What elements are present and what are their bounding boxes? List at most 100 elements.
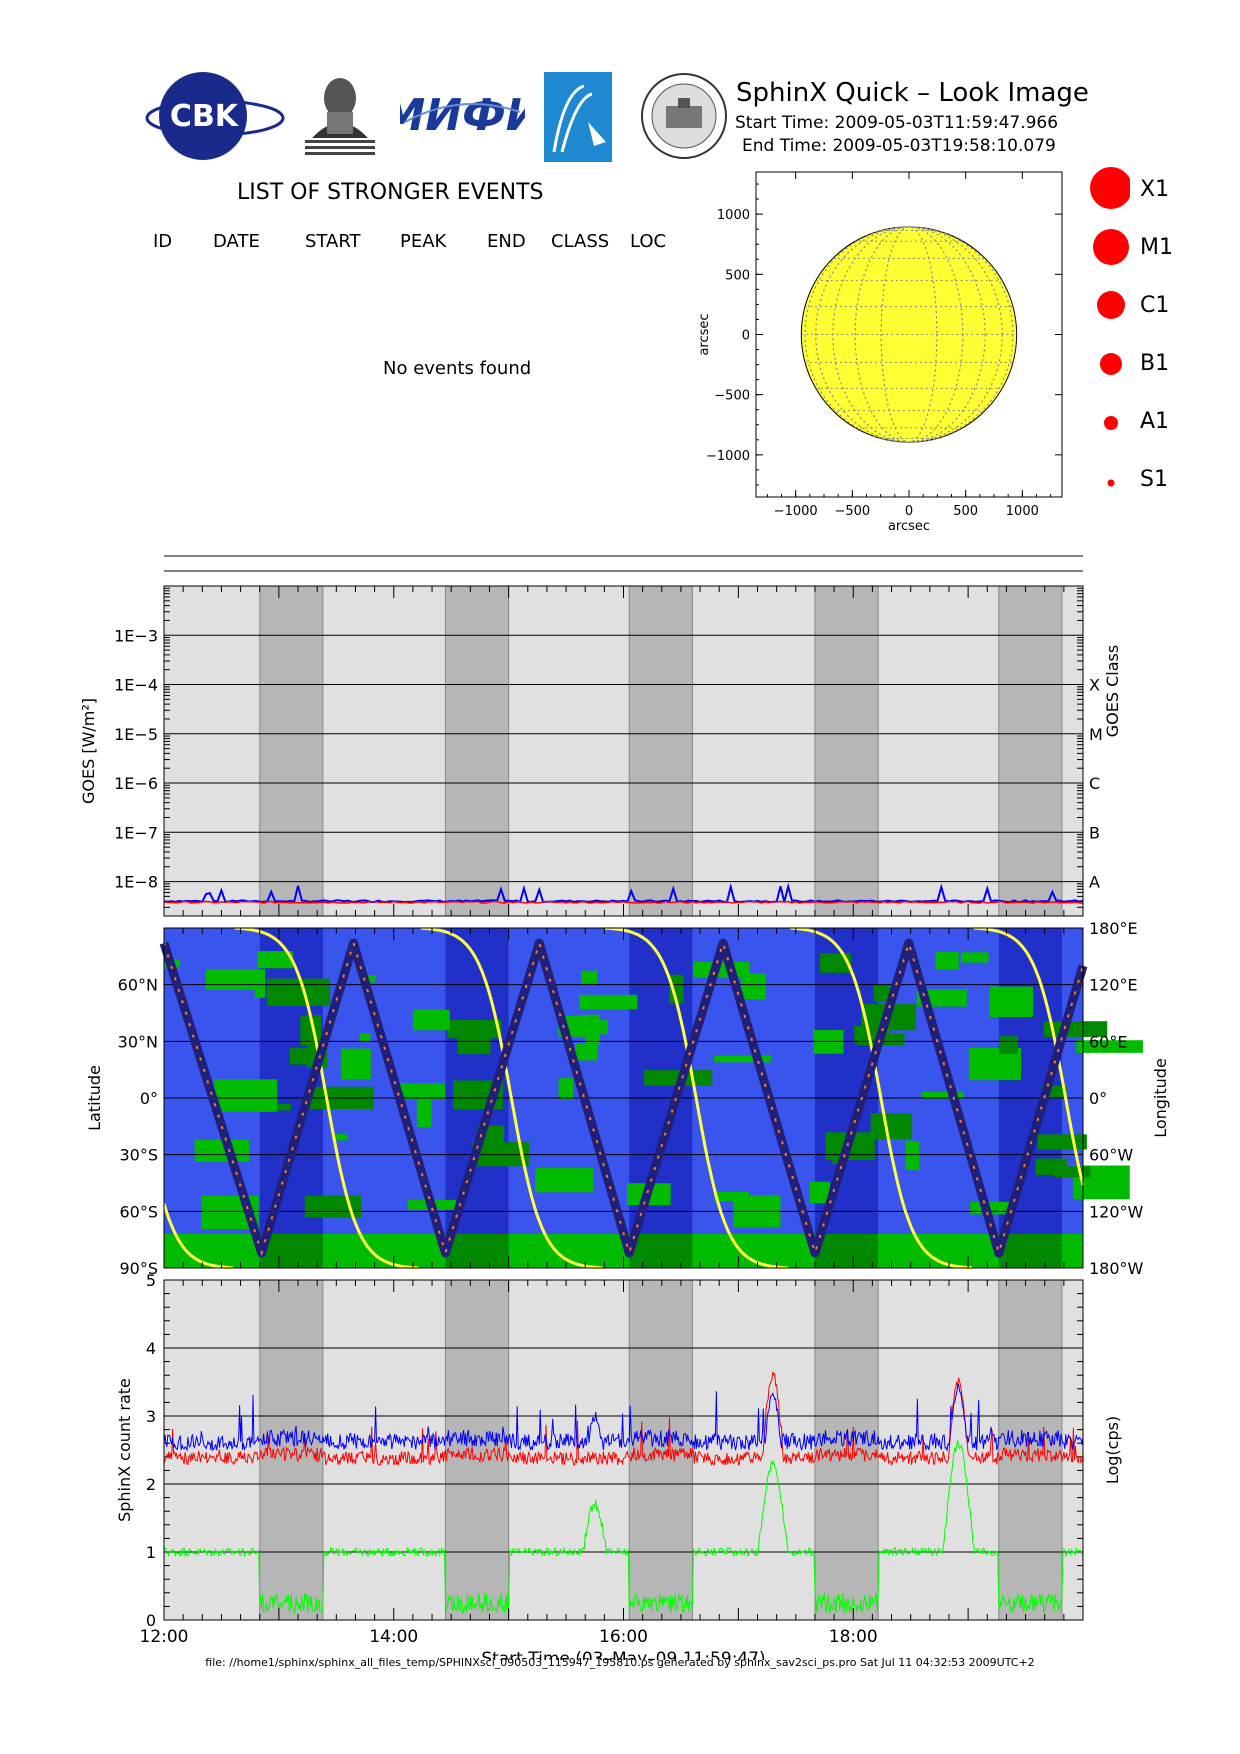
- latitude-axis-label: Latitude: [85, 1065, 104, 1131]
- latitude-tick-label: 0°: [140, 1089, 158, 1108]
- track-antarctica-night: [998, 1234, 1062, 1268]
- cbk-logo-text: CBK: [170, 99, 240, 134]
- sphinx-y-axis-label: SphinX count rate: [115, 1378, 134, 1522]
- track-land-patch: [873, 984, 890, 1002]
- track-land-patch: [693, 961, 750, 978]
- solar-y-tick-label: 500: [725, 268, 750, 283]
- track-land-patch: [583, 1020, 608, 1035]
- solar-disk-chart: −1000 −500 0 500 1000 −1000 −500 0 500 1000 arcse…: [697, 171, 1063, 534]
- solar-x-tick-label: −1000: [774, 504, 818, 519]
- no-events-message: No events found: [383, 358, 532, 379]
- track-land-patch: [254, 979, 266, 998]
- track-land-patch: [905, 1140, 920, 1171]
- mifi-logo: МИФИ: [400, 90, 525, 141]
- longitude-tick-label: 60°W: [1089, 1146, 1133, 1165]
- goes-y-tick-label: 1E−6: [114, 774, 158, 793]
- track-land-patch: [194, 1139, 250, 1162]
- solar-longitude-line: [804, 226, 1014, 443]
- longitude-tick-label: 60°E: [1089, 1032, 1127, 1051]
- track-land-patch: [989, 986, 1033, 1018]
- cbk-pan-logo: CBK: [145, 72, 285, 160]
- goes-y-tick-label: 1E−5: [114, 725, 158, 744]
- solar-ticks: −1000 −500 0 500 1000 −1000 −500 0 500 1000: [706, 172, 1062, 519]
- solar-y-tick-label: −500: [714, 389, 750, 404]
- sphinx-night-band: [998, 1279, 1063, 1621]
- track-land-patch: [332, 1134, 348, 1141]
- goes-class-axis-label: GOES Class: [1103, 645, 1122, 737]
- time-tick-label: 16:00: [599, 1627, 648, 1647]
- track-land-patch: [412, 1009, 450, 1031]
- track-land-patch: [359, 1033, 371, 1042]
- column-header-peak: PEAK: [400, 231, 447, 252]
- track-land-patch: [1037, 1134, 1087, 1150]
- longitude-tick-label: 120°E: [1089, 976, 1138, 995]
- track-land-patch: [1053, 1166, 1091, 1178]
- solar-x-tick-label: −500: [834, 504, 870, 519]
- latitude-tick-label: 90°S: [119, 1259, 158, 1278]
- goes-y-tick-label: 1E−4: [114, 676, 158, 695]
- longitude-track-line: [162, 926, 1085, 1270]
- goes-y-tick-label: 1E−7: [114, 823, 158, 842]
- goes-series-line: [163, 882, 1084, 904]
- legend-label-x1: X1: [1140, 177, 1170, 202]
- track-land-patch: [813, 1030, 844, 1054]
- track-antarctica-night: [814, 1234, 879, 1268]
- track-land-patch: [999, 1036, 1018, 1054]
- roscosmos-logo: [544, 72, 612, 162]
- track-antarctica-night: [445, 1234, 509, 1268]
- legend-label-a1: A1: [1140, 409, 1170, 434]
- goes-series-line: [163, 900, 1084, 904]
- track-land-patch: [270, 1103, 292, 1111]
- sphinx-y-tick-label: 0: [146, 1611, 156, 1630]
- column-header-class: CLASS: [551, 231, 610, 252]
- latitude-tick-label: 30°S: [119, 1146, 158, 1165]
- track-land-patch: [809, 1181, 831, 1204]
- legend-label-c1: C1: [1140, 293, 1170, 318]
- longitude-tick-label: 120°W: [1089, 1202, 1144, 1221]
- solar-x-axis-label: arcsec: [888, 519, 930, 534]
- legend-marker-a1: [1104, 416, 1118, 430]
- latitude-tick-label: 60°S: [119, 1202, 158, 1221]
- start-time-label: Start Time: 2009-05-03T11:59:47.966: [735, 113, 1059, 133]
- time-series-charts: 1E−8 1E−7 1E−6 1E−5 1E−4 1E−3 A B C M X GOES [W/m²…: [79, 585, 1170, 1660]
- track-land-patch: [214, 1079, 278, 1112]
- track-land-patch: [714, 1055, 772, 1063]
- footer-file-info: file: //home1/sphinx/sphinx_all_files_te…: [205, 1656, 1035, 1669]
- solar-y-tick-label: 1000: [717, 208, 750, 223]
- track-land-patch: [394, 1083, 446, 1100]
- lebedev-institute-logo: [305, 78, 375, 155]
- track-land-patch: [581, 970, 598, 984]
- solar-y-axis-label: arcsec: [697, 313, 712, 355]
- goes-y-tick-label: 1E−8: [114, 873, 158, 892]
- longitude-tick-label: 0°: [1089, 1089, 1107, 1108]
- goes-class-tick-label: C: [1089, 774, 1100, 793]
- track-land-patch: [257, 951, 293, 969]
- track-land-patch: [558, 1078, 574, 1100]
- events-title: LIST OF STRONGER EVENTS: [237, 180, 544, 205]
- track-land-patch: [819, 953, 852, 973]
- sphinx-y-tick-label: 5: [146, 1271, 156, 1290]
- longitude-tick-label: 180°E: [1089, 919, 1138, 938]
- column-header-end: END: [487, 231, 526, 252]
- track-land-patch: [714, 1191, 750, 1202]
- track-antarctica-night: [629, 1234, 693, 1268]
- column-header-id: ID: [153, 231, 173, 252]
- track-land-patch: [961, 952, 989, 963]
- legend-label-s1: S1: [1140, 467, 1168, 492]
- track-land-patch: [579, 994, 638, 1010]
- legend-marker-x1: [1090, 167, 1130, 209]
- track-land-patch: [416, 1094, 432, 1128]
- legend-label-m1: M1: [1140, 235, 1173, 260]
- sphinx-series-line: [163, 1440, 1084, 1615]
- track-land-patch: [1076, 1040, 1143, 1053]
- latitude-track-counts: [163, 939, 1084, 1257]
- track-land-patch: [340, 1048, 371, 1080]
- goes-night-band: [628, 585, 693, 917]
- solar-x-tick-label: 0: [905, 504, 913, 519]
- goes-class-tick-label: X: [1089, 676, 1100, 695]
- track-land-patch: [535, 1168, 594, 1193]
- solar-y-tick-label: 0: [742, 329, 750, 344]
- goes-night-band: [814, 585, 879, 917]
- goes-y-axis-label: GOES [W/m²]: [79, 698, 98, 804]
- ground-track-panel: 90°S 60°S 30°S 0° 30°N 60°N 180°W 120°W 60°W 0° 60…: [118, 919, 1144, 1278]
